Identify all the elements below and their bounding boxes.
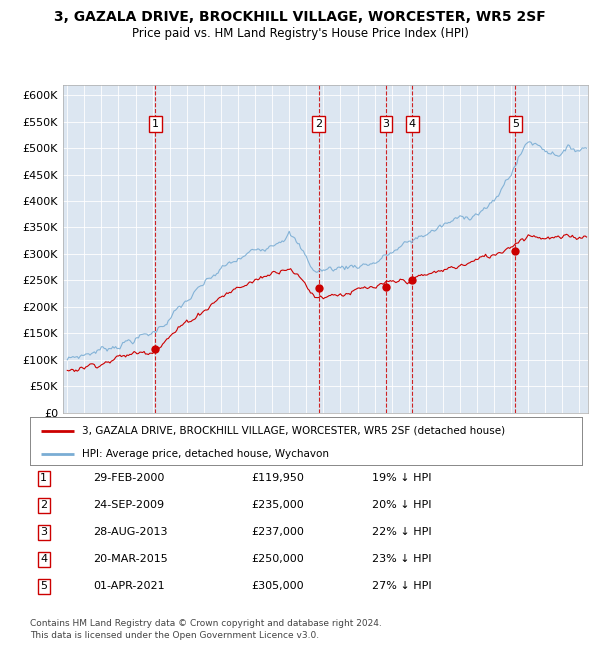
Text: 24-SEP-2009: 24-SEP-2009 <box>94 500 164 510</box>
Text: 20% ↓ HPI: 20% ↓ HPI <box>372 500 432 510</box>
Text: 22% ↓ HPI: 22% ↓ HPI <box>372 527 432 538</box>
Text: 2: 2 <box>40 500 47 510</box>
Text: 4: 4 <box>40 554 47 564</box>
Text: 2: 2 <box>315 119 322 129</box>
Text: 01-APR-2021: 01-APR-2021 <box>94 582 165 592</box>
Text: 3: 3 <box>382 119 389 129</box>
Text: 28-AUG-2013: 28-AUG-2013 <box>94 527 168 538</box>
Text: 3, GAZALA DRIVE, BROCKHILL VILLAGE, WORCESTER, WR5 2SF: 3, GAZALA DRIVE, BROCKHILL VILLAGE, WORC… <box>54 10 546 24</box>
Text: £237,000: £237,000 <box>251 527 304 538</box>
Text: £119,950: £119,950 <box>251 473 304 483</box>
Text: 1: 1 <box>152 119 159 129</box>
Text: 19% ↓ HPI: 19% ↓ HPI <box>372 473 432 483</box>
Text: 5: 5 <box>512 119 519 129</box>
Text: 1: 1 <box>40 473 47 483</box>
Text: 4: 4 <box>409 119 416 129</box>
Text: 20-MAR-2015: 20-MAR-2015 <box>94 554 168 564</box>
Text: 27% ↓ HPI: 27% ↓ HPI <box>372 582 432 592</box>
Text: £250,000: £250,000 <box>251 554 304 564</box>
Text: 3, GAZALA DRIVE, BROCKHILL VILLAGE, WORCESTER, WR5 2SF (detached house): 3, GAZALA DRIVE, BROCKHILL VILLAGE, WORC… <box>82 426 506 436</box>
Text: 29-FEB-2000: 29-FEB-2000 <box>94 473 165 483</box>
Text: 23% ↓ HPI: 23% ↓ HPI <box>372 554 432 564</box>
Text: 3: 3 <box>40 527 47 538</box>
Text: £235,000: £235,000 <box>251 500 304 510</box>
Text: Contains HM Land Registry data © Crown copyright and database right 2024.: Contains HM Land Registry data © Crown c… <box>30 619 382 628</box>
Text: This data is licensed under the Open Government Licence v3.0.: This data is licensed under the Open Gov… <box>30 630 319 640</box>
Text: £305,000: £305,000 <box>251 582 304 592</box>
Text: HPI: Average price, detached house, Wychavon: HPI: Average price, detached house, Wych… <box>82 449 329 460</box>
Text: 5: 5 <box>40 582 47 592</box>
Text: Price paid vs. HM Land Registry's House Price Index (HPI): Price paid vs. HM Land Registry's House … <box>131 27 469 40</box>
